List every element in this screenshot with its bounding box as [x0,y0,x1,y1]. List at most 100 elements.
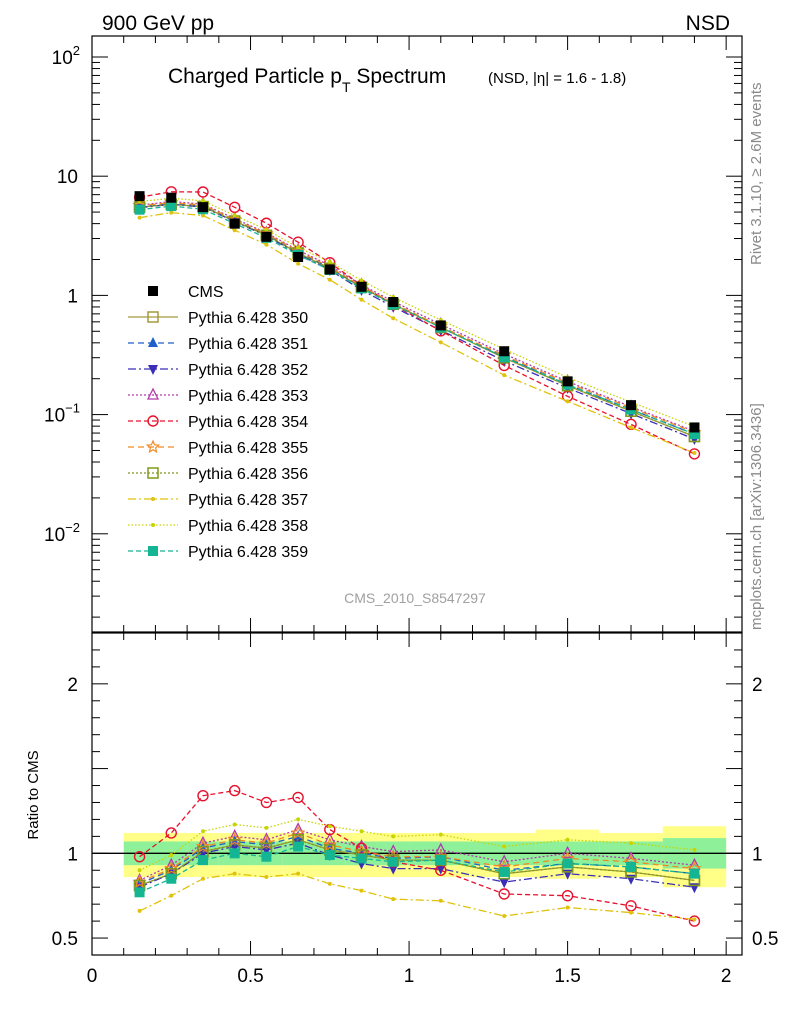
ratio-point-pythia-6-428-359 [293,841,304,852]
data-point-cms [356,281,367,292]
ratio-point-pythia-6-428-357 [359,888,364,893]
ratio-point-pythia-6-428-358 [502,844,507,849]
ratio-point-pythia-6-428-359 [261,851,272,862]
data-point-cms [435,320,446,331]
series-line-pythia-6-428-355 [139,201,695,433]
ratio-line-pythia-6-428-352 [139,842,695,888]
mcplots-label: mcplots.cern.ch [arXiv:1306.3436] [748,403,765,630]
ratio-point-pythia-6-428-359 [166,873,177,884]
ratio-panel: 2 2 1 1 0.5 0.5 0 0.5 1 1.5 2 Ratio to CMS [25,632,779,987]
data-point-cms [134,191,145,202]
legend-marker-pythia-6-428-354 [147,415,159,427]
ratio-series-group [132,784,702,927]
ratio-y-tick-label: 0.5 [52,929,78,950]
x-tick-label: 2 [721,966,732,987]
ratio-point-pythia-6-428-357 [565,905,570,910]
ratio-point-pythia-6-428-358 [692,847,697,852]
legend-marker-pythia-6-428-350 [147,311,159,323]
ratio-point-pythia-6-428-358 [391,834,396,839]
rivet-version-label: Rivet 3.1.10, ≥ 2.6M events [748,83,765,266]
legend-marker-pythia-6-428-356 [147,467,159,479]
data-point-cms [499,346,510,357]
ratio-point-pythia-6-428-355 [195,838,211,853]
series-point-pythia-6-428-357 [391,316,396,321]
ratio-point-pythia-6-428-352 [388,864,399,875]
data-point-cms [229,218,240,229]
ratio-point-pythia-6-428-359 [435,855,446,866]
ratio-point-pythia-6-428-359 [689,868,700,879]
ratio-point-pythia-6-428-357 [502,914,507,919]
x-tick-labels: 0 0.5 1 1.5 2 [87,966,732,987]
ratio-point-pythia-6-428-357 [264,875,269,880]
header-energy: 900 GeV pp [102,12,214,35]
data-point-cms [197,202,208,213]
y-tick-label: 10−2 [44,520,80,546]
data-point-cms [293,251,304,262]
ratio-line-pythia-6-428-355 [139,832,695,883]
ratio-point-pythia-6-428-357 [438,898,443,903]
ratio-point-pythia-6-428-354 [688,915,701,927]
ratio-point-pythia-6-428-354 [292,791,304,804]
main-y-ticks [92,56,742,618]
series-point-pythia-6-428-359 [134,204,145,215]
ratio-y-ticks [92,632,742,956]
ratio-y-tick-label-right: 1 [752,844,763,865]
ratio-point-pythia-6-428-358 [264,825,269,830]
ratio-point-pythia-6-428-357 [692,917,697,922]
header-process: NSD [686,12,730,35]
series-line-pythia-6-428-357 [139,211,695,454]
legend-marker-pythia-6-428-352 [148,365,158,375]
ratio-point-pythia-6-428-358 [169,853,174,858]
ratio-point-pythia-6-428-355 [227,832,242,846]
ratio-point-pythia-6-428-353 [561,845,574,858]
series-point-pythia-6-428-359 [166,201,177,212]
main-y-tick-labels: 102 10 1 10−1 10−2 [44,43,80,546]
series-point-pythia-6-428-358 [264,227,269,232]
x-tick-label: 0 [87,966,98,987]
legend-marker-pythia-6-428-357 [151,497,155,501]
ratio-point-pythia-6-428-359 [197,855,208,866]
series-point-pythia-6-428-357 [169,210,174,215]
data-point-cms [388,297,399,308]
main-panel-frame [91,35,743,633]
ratio-panel-frame [91,632,743,956]
ratio-point-pythia-6-428-355 [290,825,306,840]
data-point-cms [324,264,335,275]
ratio-point-pythia-6-428-357 [391,897,396,902]
series-point-pythia-6-428-358 [327,259,332,264]
ratio-line-pythia-6-428-359 [139,845,695,893]
ratio-point-pythia-6-428-355 [164,861,179,875]
legend-marker-pythia-6-428-351 [148,337,158,347]
series-point-pythia-6-428-357 [327,277,332,282]
series-point-pythia-6-428-358 [200,198,205,203]
ratio-point-pythia-6-428-355 [259,835,274,850]
ratio-y-tick-labels: 2 2 1 1 0.5 0.5 [52,675,779,950]
series-point-pythia-6-428-357 [359,297,364,302]
series-point-pythia-6-428-359 [499,352,510,363]
ratio-point-pythia-6-428-358 [200,829,205,834]
ratio-line-pythia-6-428-357 [139,873,695,921]
series-point-pythia-6-428-357 [692,451,697,456]
ratio-point-pythia-6-428-358 [232,822,237,827]
ratio-x-ticks [91,633,727,955]
legend: CMS Pythia 6.428 350 Pythia 6.428 351 Pythi… [128,284,308,561]
ratio-point-pythia-6-428-359 [356,853,367,864]
ratio-point-pythia-6-428-354 [197,789,209,802]
series-point-pythia-6-428-358 [296,245,301,250]
main-series-group [132,186,702,460]
ratio-point-pythia-6-428-353 [498,854,511,867]
legend-label-pythia-6-428-354: Pythia 6.428 354 [188,414,308,431]
legend-label-pythia-6-428-357: Pythia 6.428 357 [188,492,308,509]
series-point-pythia-6-428-354 [688,448,701,460]
ratio-point-pythia-6-428-354 [228,784,241,797]
ratio-point-pythia-6-428-352 [197,849,208,860]
ratio-point-pythia-6-428-359 [499,866,510,877]
series-point-pythia-6-428-354 [197,186,209,198]
ratio-point-pythia-6-428-354 [133,851,146,863]
series-line-pythia-6-428-354 [139,191,695,455]
ratio-point-pythia-6-428-354 [355,842,368,854]
series-point-pythia-6-428-357 [629,425,634,430]
legend-label-pythia-6-428-356: Pythia 6.428 356 [188,466,308,483]
legend-marker-pythia-6-428-358 [151,523,155,527]
ratio-point-pythia-6-428-359 [134,887,145,898]
